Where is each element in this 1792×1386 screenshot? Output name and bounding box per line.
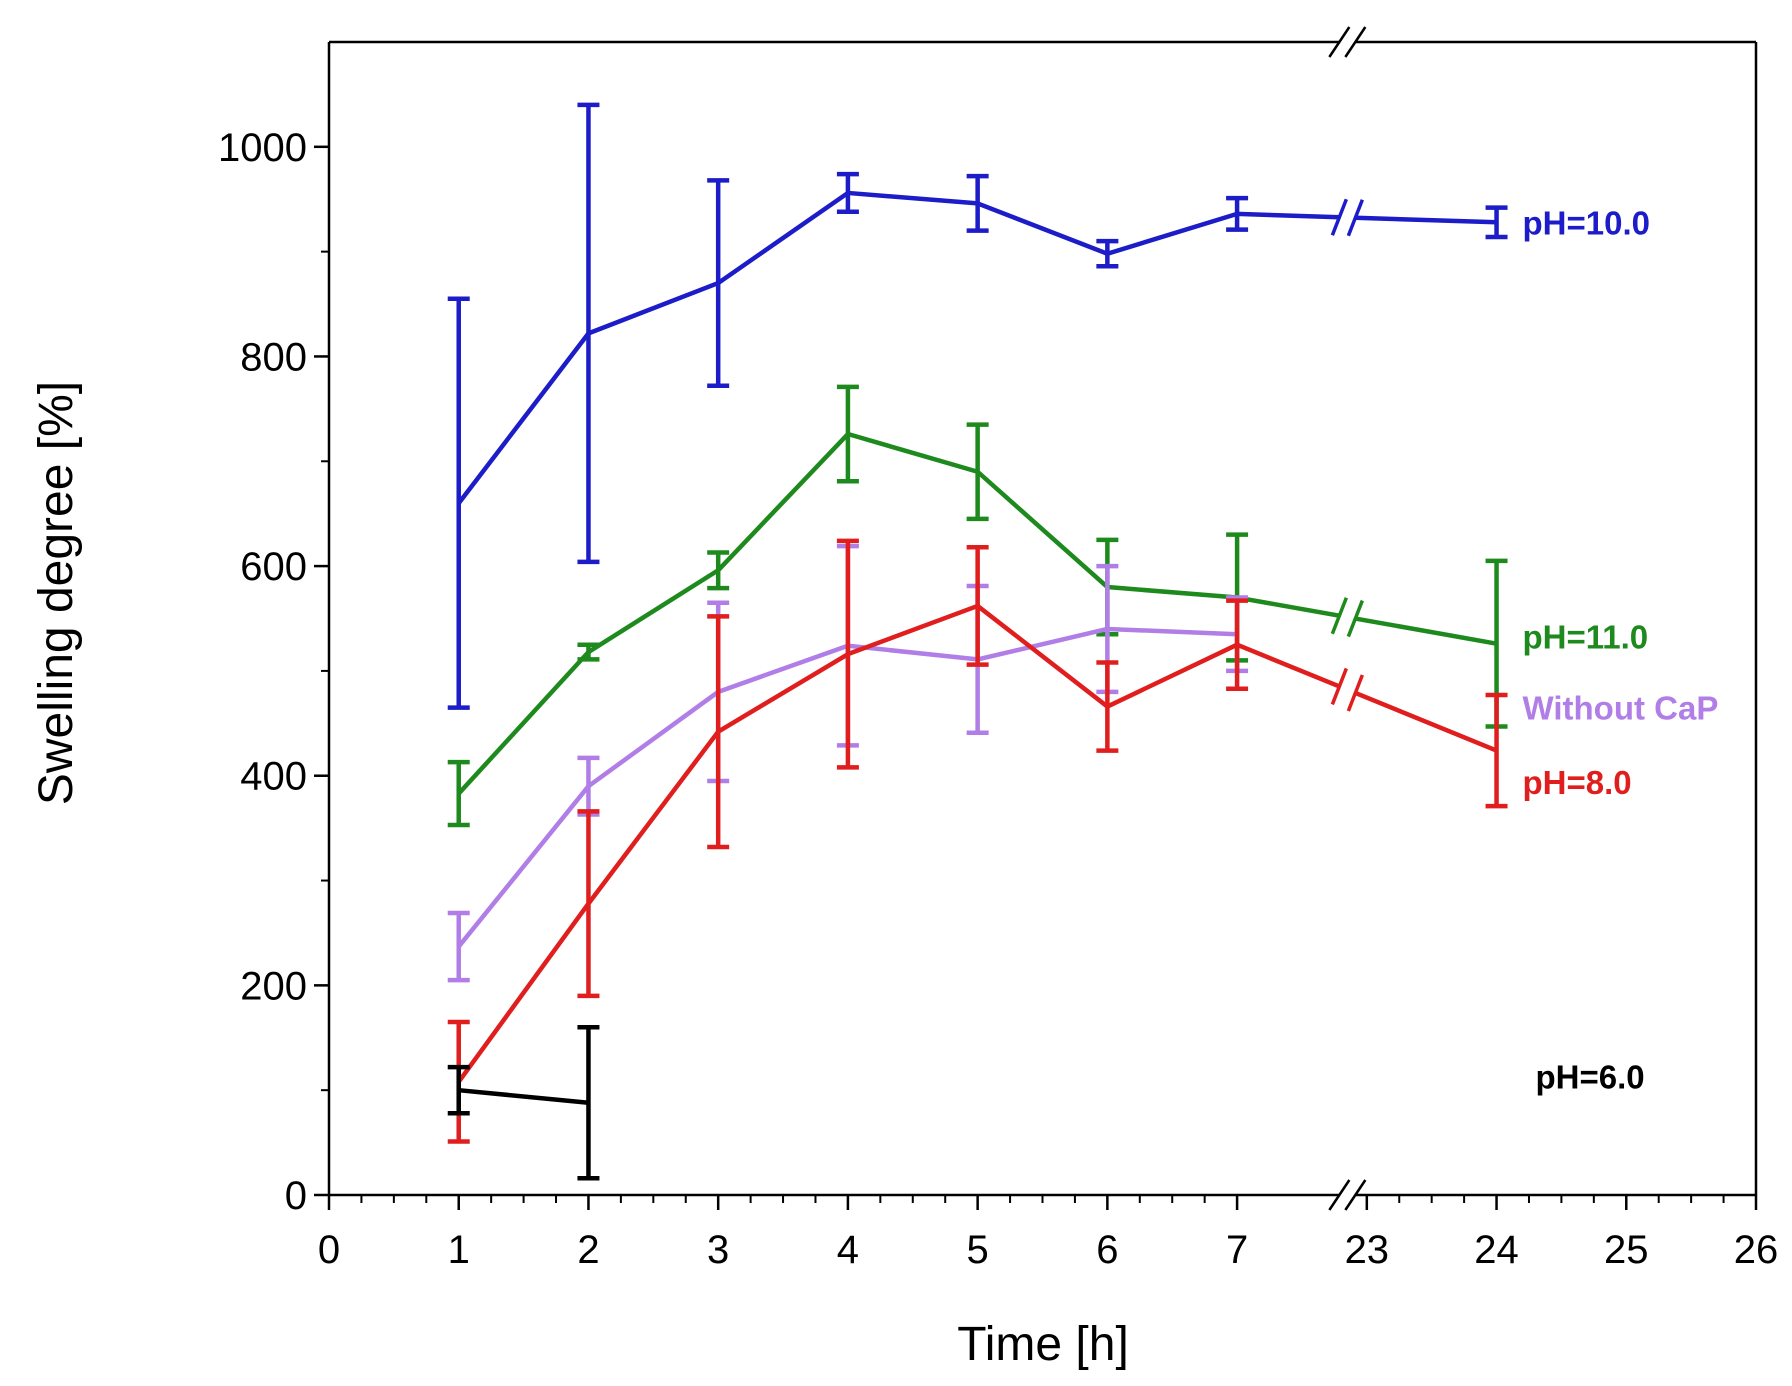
y-tick-label: 0 [285, 1174, 307, 1218]
series-label-without-cap: Without CaP [1522, 690, 1718, 727]
series-line-segment [716, 191, 850, 285]
series-ph-6-0 [447, 1025, 600, 1181]
x-axis-break-mark-1 [1328, 1179, 1351, 1211]
x-axis-break-mark-2 [1344, 1179, 1367, 1211]
x-tick-label: 26 [1734, 1228, 1779, 1272]
series-line-segment [717, 652, 850, 734]
series-line-segment [716, 432, 850, 572]
series-break-mark [1346, 199, 1364, 237]
series-break-mark [1330, 667, 1348, 706]
label-layer: pH=10.0 pH=11.0 Without CaP pH=8.0 pH=6.0 [1522, 204, 1718, 1095]
series-line-segment [1354, 690, 1498, 753]
series-line-segment [456, 902, 591, 1084]
series-line-segment [1236, 595, 1340, 618]
x-tick-label: 24 [1474, 1228, 1519, 1272]
x-tick-label: 3 [707, 1228, 729, 1272]
series-label-ph-8-0: pH=8.0 [1522, 764, 1631, 801]
series-line-segment [1106, 211, 1238, 256]
series-break-mark [1330, 198, 1348, 236]
series-line-segment [847, 190, 978, 206]
series-label-ph-10-0: pH=10.0 [1522, 204, 1650, 241]
series-line-segment [847, 603, 979, 657]
y-tick-label: 200 [240, 964, 307, 1008]
series-line-segment [977, 626, 1108, 662]
series-line-segment [587, 690, 720, 789]
series-line-segment [457, 650, 591, 796]
series-line-segment [1107, 584, 1238, 600]
series-line-segment [717, 643, 849, 694]
series-line-segment [586, 730, 720, 905]
series-break-mark [1330, 597, 1348, 635]
y-tick-label: 1000 [218, 126, 307, 170]
x-tick-label: 1 [448, 1228, 470, 1272]
series-line-segment [1107, 626, 1238, 637]
series-label-ph-11-0: pH=11.0 [1522, 618, 1648, 655]
x-tick-label: 4 [837, 1228, 859, 1272]
series-line-segment [458, 1087, 589, 1105]
top-axis-break-mark-1 [1328, 26, 1351, 58]
series-line-segment [1355, 215, 1497, 225]
series-ph-10-0 [447, 102, 1508, 710]
x-tick-label: 6 [1096, 1228, 1118, 1272]
x-tick-label: 23 [1345, 1228, 1390, 1272]
top-axis-break-mark-2 [1344, 26, 1367, 58]
series-line-segment [976, 604, 1109, 709]
x-tick-label: 5 [967, 1228, 989, 1272]
series-line-segment [587, 568, 720, 654]
x-tick-label: 25 [1604, 1228, 1649, 1272]
series-line-segment [976, 470, 1109, 589]
series-break-mark [1346, 599, 1364, 638]
series-line-segment [1354, 616, 1497, 646]
series-line-segment [456, 784, 591, 948]
series-ph-8-0 [447, 538, 1508, 1144]
series-line-segment [1106, 642, 1239, 709]
x-tick-label: 0 [318, 1228, 340, 1272]
y-tick-label: 800 [240, 335, 307, 379]
series-break-mark [1346, 674, 1364, 712]
series-line-segment [587, 280, 719, 336]
series-layer [447, 102, 1508, 1181]
series-line-segment [976, 201, 1109, 256]
y-tick-label: 400 [240, 755, 307, 799]
series-line-segment [456, 332, 591, 505]
y-tick-label: 600 [240, 545, 307, 589]
x-tick-label: 2 [577, 1228, 599, 1272]
series-label-ph-6-0: pH=6.0 [1535, 1059, 1644, 1096]
series-line-segment [847, 431, 979, 474]
x-tick-label: 7 [1226, 1228, 1248, 1272]
x-axis-title: Time [h] [957, 1318, 1129, 1371]
series-line-segment [1237, 211, 1340, 220]
y-axis-title: Swelling degree [%] [30, 381, 83, 805]
series-line-segment [1236, 642, 1341, 689]
